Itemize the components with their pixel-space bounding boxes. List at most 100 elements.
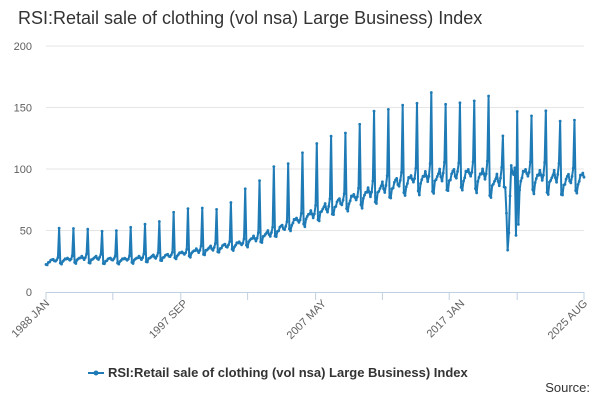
data-point[interactable] (422, 175, 426, 178)
data-point[interactable] (117, 262, 121, 266)
data-point[interactable] (525, 172, 529, 175)
data-point[interactable] (377, 189, 381, 193)
data-point[interactable] (100, 229, 104, 233)
data-point[interactable] (289, 229, 292, 233)
data-point[interactable] (310, 212, 314, 216)
data-point[interactable] (420, 178, 424, 182)
data-point[interactable] (518, 188, 521, 192)
data-point[interactable] (146, 260, 149, 264)
data-point[interactable] (512, 173, 516, 177)
data-point[interactable] (88, 261, 92, 265)
data-point[interactable] (577, 180, 581, 183)
data-point[interactable] (291, 221, 295, 225)
data-point[interactable] (452, 167, 456, 171)
data-point[interactable] (435, 175, 439, 178)
data-point[interactable] (522, 170, 526, 173)
data-point[interactable] (243, 187, 247, 191)
data-point[interactable] (549, 179, 552, 182)
data-point[interactable] (480, 172, 483, 176)
data-point[interactable] (537, 174, 541, 177)
data-point[interactable] (280, 223, 284, 227)
data-point[interactable] (448, 178, 452, 182)
data-point[interactable] (70, 254, 74, 258)
data-point[interactable] (354, 198, 358, 202)
data-point[interactable] (203, 253, 207, 257)
data-point[interactable] (332, 213, 335, 217)
data-point[interactable] (131, 262, 135, 265)
data-point[interactable] (268, 235, 272, 238)
data-point[interactable] (483, 177, 487, 181)
data-point[interactable] (314, 204, 317, 207)
data-point[interactable] (99, 252, 103, 256)
data-point[interactable] (97, 258, 100, 261)
data-point[interactable] (404, 185, 408, 189)
data-point[interactable] (340, 203, 344, 207)
data-point[interactable] (229, 201, 233, 204)
data-point[interactable] (103, 262, 106, 266)
data-point[interactable] (315, 142, 319, 145)
data-point[interactable] (311, 216, 315, 220)
data-point[interactable] (308, 212, 312, 216)
data-point[interactable] (477, 175, 481, 179)
data-point[interactable] (74, 262, 78, 265)
data-point[interactable] (266, 229, 270, 232)
data-point[interactable] (419, 182, 422, 186)
data-point[interactable] (217, 250, 221, 254)
data-point[interactable] (353, 196, 357, 199)
data-point[interactable] (526, 174, 530, 178)
data-point[interactable] (321, 207, 325, 211)
data-point[interactable] (242, 237, 246, 241)
data-point[interactable] (558, 119, 562, 123)
data-point[interactable] (482, 172, 486, 176)
data-point[interactable] (474, 187, 477, 191)
data-point[interactable] (272, 165, 276, 169)
data-point[interactable] (570, 174, 574, 178)
data-point[interactable] (468, 172, 471, 175)
data-point[interactable] (540, 178, 544, 182)
data-point[interactable] (485, 159, 489, 163)
data-point[interactable] (250, 237, 254, 240)
data-point[interactable] (156, 251, 160, 255)
data-point[interactable] (426, 180, 430, 184)
data-point[interactable] (575, 191, 579, 195)
data-point[interactable] (491, 182, 495, 186)
data-point[interactable] (160, 259, 164, 263)
data-point[interactable] (487, 94, 490, 98)
data-point[interactable] (85, 252, 88, 256)
data-point[interactable] (403, 194, 407, 197)
data-point[interactable] (439, 175, 443, 179)
data-point[interactable] (365, 190, 369, 194)
data-point[interactable] (252, 234, 255, 238)
data-point[interactable] (462, 179, 465, 183)
data-point[interactable] (476, 180, 480, 183)
data-point[interactable] (345, 207, 349, 211)
data-point[interactable] (472, 99, 476, 103)
data-point[interactable] (255, 236, 259, 240)
data-point[interactable] (397, 184, 401, 188)
data-point[interactable] (550, 176, 554, 180)
data-point[interactable] (328, 197, 332, 201)
data-point[interactable] (346, 209, 350, 213)
data-point[interactable] (86, 227, 90, 231)
data-point[interactable] (323, 202, 327, 205)
data-point[interactable] (496, 180, 500, 183)
data-point[interactable] (209, 244, 213, 248)
data-point[interactable] (481, 167, 484, 171)
data-point[interactable] (507, 231, 511, 235)
data-point[interactable] (463, 176, 467, 180)
data-point[interactable] (185, 247, 189, 251)
data-point[interactable] (458, 101, 462, 105)
data-point[interactable] (516, 222, 520, 226)
data-point[interactable] (56, 256, 60, 259)
data-point[interactable] (371, 179, 375, 183)
data-point[interactable] (301, 151, 304, 155)
data-point[interactable] (505, 211, 508, 215)
data-point[interactable] (334, 205, 338, 208)
data-point[interactable] (513, 166, 517, 170)
data-point[interactable] (342, 192, 346, 196)
data-point[interactable] (509, 164, 513, 167)
data-point[interactable] (416, 189, 420, 193)
data-point[interactable] (553, 176, 557, 180)
data-point[interactable] (441, 171, 445, 175)
data-point[interactable] (359, 203, 363, 207)
